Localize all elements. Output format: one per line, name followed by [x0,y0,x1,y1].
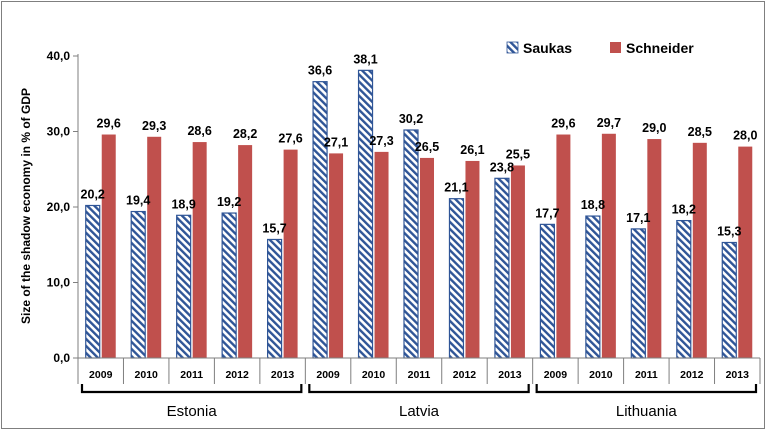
x-tick-label: 2013 [271,369,295,381]
x-tick-label: 2012 [225,369,249,381]
y-axis-label: Size of the shadow economy in % of GDP [19,88,33,324]
group-bracket [308,384,530,394]
data-label-schneider: 29,6 [551,117,575,131]
data-label-saukas: 17,1 [626,211,650,225]
x-tick-label: 2010 [135,369,159,381]
x-tick-label: 2009 [544,369,568,381]
legend: Saukas Schneider [506,40,694,56]
x-tick-label: 2010 [362,369,386,381]
data-label-saukas: 20,2 [81,187,105,201]
data-label-schneider: 28,2 [233,127,257,141]
x-tick-label: 2011 [635,369,658,381]
bar-schneider [374,151,389,358]
x-tick-label: 2012 [680,369,704,381]
legend-label-schneider: Schneider [626,40,694,56]
bar-saukas [176,214,192,359]
bar-schneider [510,165,525,358]
bar-schneider [465,160,480,358]
data-label-saukas: 21,1 [444,181,468,195]
bar-saukas [585,215,601,359]
data-label-saukas: 15,7 [262,221,286,235]
bar-saukas [721,241,737,359]
data-label-schneider: 28,0 [733,129,757,143]
bar-saukas [676,219,692,359]
y-tick-label: 10,0 [47,276,71,290]
y-axis: 0,0 10,0 20,0 30,0 40,0 [47,49,79,365]
bar-schneider [101,134,116,358]
data-label-schneider: 29,7 [597,116,621,130]
data-label-schneider: 28,6 [187,124,211,138]
data-label-saukas: 18,2 [672,203,696,217]
bar-schneider [238,145,253,358]
bar-schneider [329,153,344,358]
data-label-saukas: 19,2 [217,195,241,209]
bar-saukas [357,69,374,359]
data-label-saukas: 18,8 [581,198,605,212]
bar-schneider [556,134,571,358]
bar-saukas [221,212,237,359]
bar-saukas [267,238,283,359]
data-label-saukas: 18,9 [171,197,195,211]
bar-saukas [130,210,146,359]
bar-schneider [283,149,298,358]
data-label-saukas: 30,2 [399,112,423,126]
group-label: Estonia [167,403,218,420]
data-label-schneider: 29,3 [142,119,166,133]
data-label-saukas: 15,3 [717,224,741,238]
bar-schneider [192,142,207,358]
group-label: Latvia [399,403,440,420]
legend-swatch-saukas [506,41,519,54]
data-label-saukas: 38,1 [353,52,377,66]
x-tick-label: 2009 [316,369,340,381]
legend-label-saukas: Saukas [523,40,572,56]
x-tick-label: 2013 [726,369,750,381]
bar-schneider [692,142,707,358]
bar-saukas [312,81,328,359]
data-label-schneider: 26,1 [460,143,484,157]
y-tick-label: 20,0 [47,200,71,214]
data-label-saukas: 17,7 [535,206,559,220]
y-tick-label: 0,0 [53,351,70,365]
x-axis: 2009 2010 2011 2012 2013 Estonia 2009 2010 2011 2… [77,357,761,420]
bar-saukas [403,129,419,359]
bar-schneider [647,139,662,358]
bar-saukas [539,223,556,359]
x-tick-label: 2011 [408,369,431,381]
bar-saukas [85,204,101,359]
y-tick-label: 40,0 [47,49,71,63]
bar-saukas [494,177,510,359]
bar-schneider [147,136,162,358]
data-label-schneider: 25,5 [506,147,530,161]
y-tick-label: 30,0 [47,125,71,139]
x-tick-label: 2010 [589,369,613,381]
data-label-schneider: 27,3 [369,134,393,148]
bar-schneider [601,133,616,358]
x-tick-label: 2009 [89,369,113,381]
data-label-schneider: 27,1 [324,135,348,149]
group-label: Lithuania [616,403,678,420]
data-label-schneider: 27,6 [278,132,302,146]
data-label-schneider: 28,5 [688,125,712,139]
x-tick-label: 2013 [498,369,522,381]
legend-swatch-schneider [610,42,621,53]
bar-schneider [420,157,434,358]
data-label-schneider: 26,5 [415,140,439,154]
bar-saukas [448,198,465,359]
data-label-saukas: 36,6 [308,64,332,78]
group-bracket [535,384,758,394]
x-tick-label: 2012 [453,369,477,381]
data-label-saukas: 19,4 [126,194,150,208]
bars [85,69,753,359]
data-label-schneider: 29,0 [642,121,666,135]
data-label-schneider: 29,6 [97,117,121,131]
data-label-saukas: 23,8 [490,160,514,174]
bar-saukas [630,228,646,359]
bar-schneider [738,146,753,358]
data-labels: 20,2 29,6 19,4 29,3 18,9 28,6 19,2 28,2 15,7 27,6… [81,52,758,238]
x-tick-label: 2011 [180,369,203,381]
group-bracket [80,384,303,394]
